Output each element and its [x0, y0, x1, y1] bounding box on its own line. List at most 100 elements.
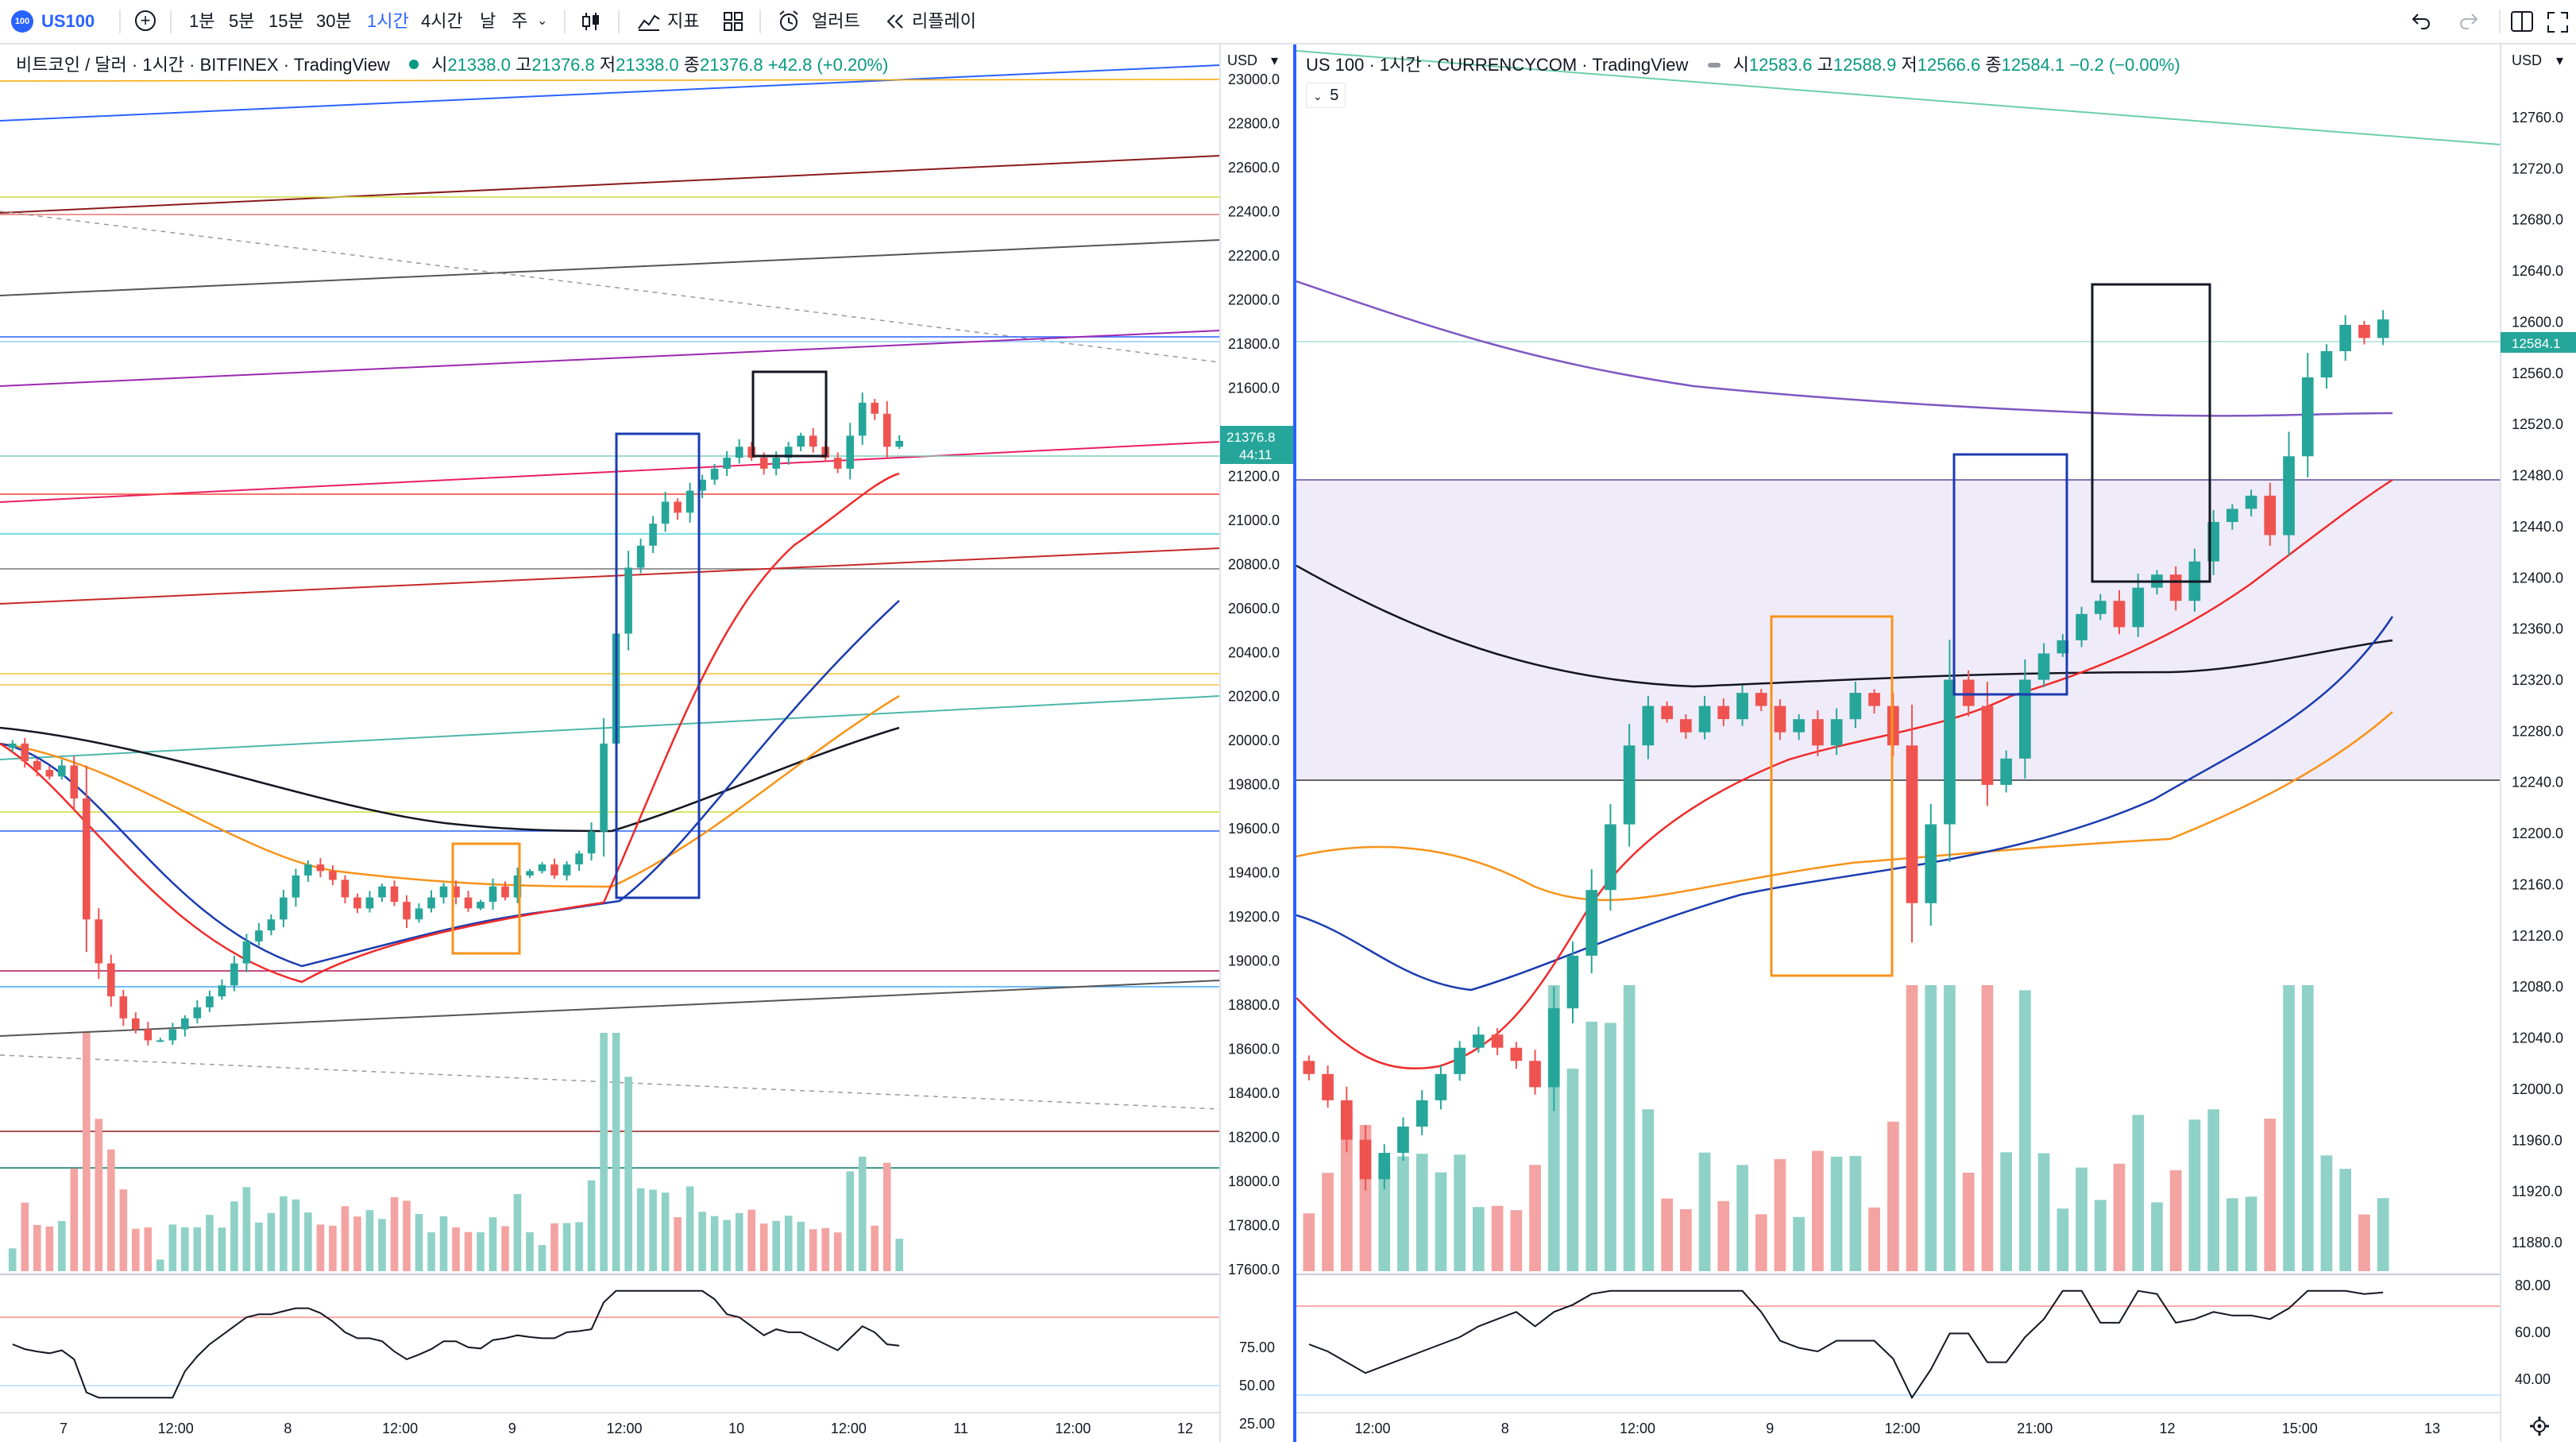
candle-body[interactable] [1605, 824, 1616, 891]
candle-body[interactable] [1717, 706, 1730, 720]
candle-body[interactable] [1981, 706, 1994, 785]
candle-body[interactable] [58, 765, 66, 777]
candle-body[interactable] [575, 853, 583, 864]
indicators-icon[interactable] [637, 11, 661, 32]
candle-body[interactable] [735, 447, 743, 458]
candle-body[interactable] [1415, 1100, 1428, 1127]
candle-body[interactable] [1491, 1034, 1504, 1048]
candle-body[interactable] [292, 875, 300, 898]
candle-body[interactable] [562, 864, 571, 876]
candle-body[interactable] [45, 770, 54, 777]
candle-body[interactable] [1755, 693, 1767, 706]
candle-body[interactable] [538, 864, 546, 872]
candle-body[interactable] [21, 743, 29, 761]
panel-divider[interactable] [1293, 44, 1296, 1442]
collapse-indicators-button[interactable]: ⌄ 5 [1306, 83, 1346, 108]
interval-dropdown-icon[interactable]: ⌄ [537, 14, 548, 28]
candle-body[interactable] [415, 908, 423, 920]
candle-body[interactable] [2245, 495, 2257, 509]
settings-gear-icon[interactable] [2530, 1417, 2549, 1436]
candle-body[interactable] [2226, 508, 2238, 523]
candle-body[interactable] [1642, 706, 1655, 746]
candle-body[interactable] [1849, 693, 1862, 720]
candle-body[interactable] [33, 761, 41, 771]
candle-body[interactable] [427, 897, 435, 909]
highlight-box-black[interactable] [751, 370, 828, 458]
candle-body[interactable] [378, 886, 386, 898]
candle-body[interactable] [1303, 1061, 1315, 1074]
candle-body[interactable] [882, 413, 891, 447]
trend-line[interactable] [0, 695, 1221, 760]
redo-icon[interactable] [2458, 11, 2480, 30]
candle-body[interactable] [895, 440, 903, 447]
candle-body[interactable] [2037, 653, 2050, 680]
candle-body[interactable] [95, 919, 103, 964]
left-time-ticks[interactable]: 7 12:00 8 12:00 9 12:00 10 12:00 11 12:00 12 [60, 1421, 1193, 1436]
candle-body[interactable] [489, 886, 497, 903]
candle-body[interactable] [168, 1029, 177, 1041]
highlight-box-black[interactable] [2091, 283, 2211, 583]
trend-line[interactable] [0, 64, 1221, 122]
interval-30m[interactable]: 30분 [316, 11, 352, 31]
interval-day[interactable]: 날 [480, 11, 496, 31]
replay-icon[interactable] [885, 13, 906, 30]
candle-body[interactable] [636, 545, 645, 568]
right-price-ticks[interactable]: 12760.0 12720.0 12680.0 12640.0 12600.0 12560… [2512, 110, 2563, 1251]
currency-label[interactable]: USD [1227, 52, 1257, 68]
candle-body[interactable] [83, 798, 91, 920]
candle-body[interactable] [2019, 679, 2031, 759]
candle-body[interactable] [1473, 1034, 1485, 1048]
trend-line[interactable] [0, 547, 1221, 605]
candle-body[interactable] [649, 524, 657, 546]
candle-body[interactable] [1944, 679, 1956, 825]
candle-body[interactable] [809, 435, 817, 447]
candle-body[interactable] [119, 996, 128, 1019]
candle-body[interactable] [1341, 1100, 1353, 1140]
candle-body[interactable] [501, 886, 509, 898]
candle-body[interactable] [2283, 456, 2295, 535]
candle-body[interactable] [772, 458, 780, 469]
candle-body[interactable] [550, 864, 558, 876]
highlight-box-blue[interactable] [615, 432, 701, 899]
candle-body[interactable] [107, 963, 115, 997]
candle-body[interactable] [1925, 824, 1937, 903]
candle-body[interactable] [403, 902, 411, 920]
candle-body[interactable] [1661, 706, 1673, 720]
candle-body[interactable] [1698, 706, 1711, 733]
interval-1h[interactable]: 1시간 [367, 11, 409, 31]
left-chart-panel[interactable]: USD ▾ 23000.0 22800.0 22600.0 22400.0 22200.… [0, 44, 1293, 1442]
candle-body[interactable] [8, 743, 17, 748]
candle-body[interactable] [2377, 319, 2389, 338]
interval-4h[interactable]: 4시간 [421, 11, 463, 31]
candle-body[interactable] [2094, 601, 2107, 614]
interval-5m[interactable]: 5분 [229, 11, 255, 31]
highlight-box-orange[interactable] [1770, 615, 1894, 977]
candle-body[interactable] [1510, 1047, 1523, 1061]
candle-body[interactable] [439, 886, 448, 898]
fullscreen-icon[interactable] [2547, 11, 2569, 33]
candle-body[interactable] [1322, 1073, 1334, 1100]
layout-grid-icon[interactable] [723, 11, 743, 32]
candle-body[interactable] [858, 402, 867, 436]
candle-body[interactable] [2320, 351, 2333, 378]
candle-body[interactable] [587, 831, 596, 854]
panels-icon[interactable] [2510, 10, 2534, 33]
candle-body[interactable] [871, 402, 879, 414]
candle-body[interactable] [2169, 574, 2182, 601]
candle-body[interactable] [280, 897, 288, 920]
candle-body[interactable] [464, 897, 473, 909]
candle-body[interactable] [526, 871, 534, 876]
interval-week[interactable]: 주 [512, 11, 528, 31]
candle-body[interactable] [1793, 719, 1805, 733]
candle-body[interactable] [255, 930, 263, 941]
candle-body[interactable] [477, 902, 485, 909]
replay-button[interactable]: 리플레이 [912, 11, 976, 31]
candle-body[interactable] [2113, 601, 2126, 628]
trend-line[interactable] [0, 155, 1221, 214]
trend-line[interactable] [0, 330, 1221, 387]
right-symbol-title[interactable]: US 100 · 1시간 · CURRENCYCOM · TradingView [1306, 55, 1689, 75]
candle-body[interactable] [2000, 758, 2012, 785]
currency-label[interactable]: USD [2512, 52, 2542, 68]
candle-body[interactable] [1547, 1008, 1560, 1088]
candle-body[interactable] [316, 864, 325, 872]
